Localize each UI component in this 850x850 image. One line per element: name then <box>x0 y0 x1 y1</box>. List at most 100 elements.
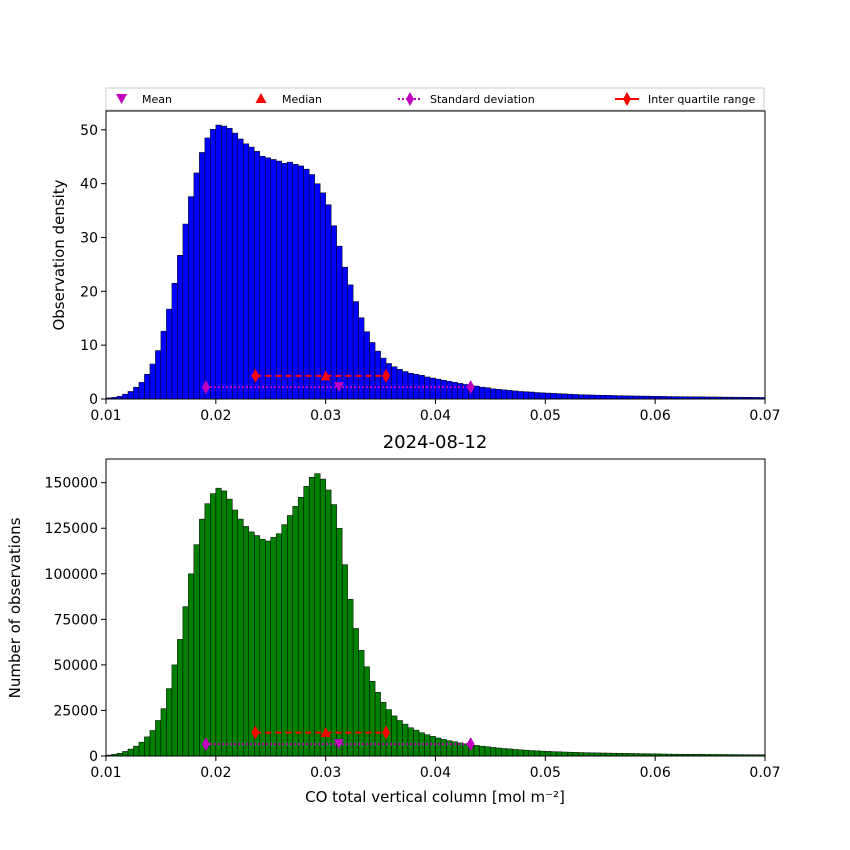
upper-histogram-bar <box>396 369 403 400</box>
lower-histogram-bar <box>248 531 255 757</box>
lower-histogram-bar <box>199 518 206 757</box>
upper-histogram-bar <box>292 164 299 400</box>
legend-entry-median: Median <box>255 93 322 106</box>
lower-x-tick-label: 0.02 <box>200 765 231 781</box>
upper-y-axis-label: Observation density <box>50 179 68 330</box>
legend-std-marker-icon <box>406 92 414 106</box>
upper-histogram-bar <box>149 363 156 400</box>
lower-histogram-bar <box>259 538 266 757</box>
upper-histogram-bar <box>204 137 211 400</box>
upper-histogram-bar <box>517 391 524 400</box>
legend-entry-mean: Mean <box>116 93 172 106</box>
upper-histogram-bar <box>457 383 464 400</box>
upper-histogram-bar <box>479 386 486 400</box>
lower-histogram-bar <box>314 473 321 757</box>
upper-histogram-bar <box>600 394 606 400</box>
lower-histogram-bar <box>374 691 381 757</box>
lower-y-tick-label: 75000 <box>53 612 98 628</box>
upper-x-tick-label: 0.03 <box>310 408 341 424</box>
upper-histogram-bar <box>435 378 442 400</box>
upper-histogram-bar <box>270 159 277 400</box>
upper-histogram-bar <box>473 385 480 400</box>
upper-histogram-bar <box>369 342 376 400</box>
upper-histogram-bar <box>177 255 184 400</box>
lower-histogram-bar <box>270 537 277 757</box>
lower-histogram-bar <box>265 540 271 757</box>
upper-x-tick-label: 0.06 <box>640 408 671 424</box>
lower-histogram-bar <box>177 639 184 757</box>
lower-std-marker <box>466 737 475 752</box>
upper-histogram-bar <box>512 390 519 400</box>
lower-histogram-bar <box>429 736 436 757</box>
lower-histogram-bar <box>396 720 403 757</box>
lower-histogram-bar <box>561 751 568 757</box>
upper-histogram-bar <box>259 155 266 400</box>
upper-histogram-bar <box>166 308 173 400</box>
lower-mean-marker <box>333 739 344 750</box>
upper-histogram-bar <box>303 168 310 400</box>
lower-histogram-bar <box>297 497 304 757</box>
lower-x-tick-label: 0.03 <box>310 765 341 781</box>
upper-histogram-bar <box>325 204 332 400</box>
upper-bars <box>105 124 766 400</box>
lower-histogram-bar <box>501 748 508 757</box>
lower-x-tick-label: 0.06 <box>640 765 671 781</box>
upper-histogram-bar <box>210 129 217 400</box>
lower-histogram-bar <box>254 535 261 757</box>
upper-histogram-bar <box>429 377 436 400</box>
lower-histogram-bar <box>413 729 420 757</box>
lower-iqr-marker <box>382 725 391 740</box>
upper-y-tick-label: 50 <box>80 123 98 139</box>
lower-histogram-bar <box>133 745 140 757</box>
upper-median-marker <box>320 370 331 381</box>
lower-y-tick-label: 0 <box>89 749 98 765</box>
upper-histogram-bar <box>265 157 271 400</box>
lower-histogram-bar <box>215 487 222 757</box>
legend-iqr-label: Inter quartile range <box>648 93 755 106</box>
upper-histogram-bar <box>506 390 513 400</box>
legend-mean-label: Mean <box>142 93 172 106</box>
upper-histogram-bar <box>226 127 233 400</box>
lower-histogram-bar <box>473 745 480 757</box>
lower-y-tick-label: 50000 <box>53 658 98 674</box>
lower-histogram-bar <box>545 751 552 757</box>
lower-std-marker <box>201 737 210 752</box>
lower-histogram-bar <box>166 688 173 757</box>
upper-histogram-bar <box>616 395 623 400</box>
upper-histogram-bar <box>155 350 162 400</box>
lower-histogram-bar <box>127 748 134 757</box>
lower-histogram-bar <box>210 493 217 757</box>
lower-histogram-bar <box>336 527 343 757</box>
upper-histogram-bar <box>550 393 557 400</box>
upper-histogram-bar <box>490 388 497 400</box>
upper-histogram-bar <box>275 160 282 400</box>
upper-histogram-bar <box>138 382 145 400</box>
legend-entry-std: Standard deviation <box>398 92 535 106</box>
upper-histogram-bar <box>556 393 563 400</box>
lower-histogram-bar <box>539 750 546 757</box>
lower-histogram-bar <box>446 740 453 757</box>
upper-histogram-bar <box>545 392 552 400</box>
lower-histogram-bar <box>556 751 563 757</box>
upper-histogram-bar <box>484 387 491 400</box>
upper-histogram-bar <box>594 394 601 400</box>
lower-histogram-bar <box>534 750 541 757</box>
upper-histogram-bar <box>561 393 568 400</box>
upper-histogram-bar <box>188 196 195 400</box>
lower-panel-title: 2024-08-12 <box>383 432 488 453</box>
upper-x-tick-label: 0.01 <box>90 408 121 424</box>
lower-histogram-bar <box>188 573 195 757</box>
lower-histogram-bar <box>407 727 414 757</box>
lower-histogram-bar <box>193 544 200 757</box>
lower-histogram-bar <box>138 741 145 757</box>
lower-histogram-bar <box>490 747 497 757</box>
upper-histogram-bar <box>171 283 178 400</box>
legend-median-label: Median <box>282 93 322 106</box>
legend-entry-iqr: Inter quartile range <box>615 92 755 106</box>
lower-y-axis-label: Number of observations <box>6 517 24 698</box>
upper-histogram-bar <box>440 379 447 400</box>
lower-y-tick-label: 125000 <box>45 521 98 537</box>
upper-y-tick-label: 20 <box>80 284 98 300</box>
lower-histogram-bar <box>528 750 535 757</box>
upper-histogram-bar <box>605 395 612 400</box>
